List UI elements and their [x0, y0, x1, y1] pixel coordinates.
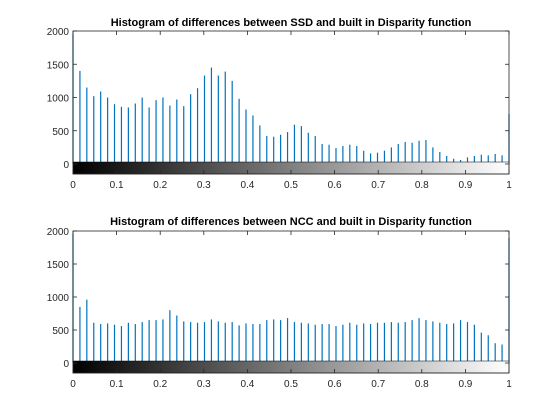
ssd-x-tick-label: 0.7	[371, 180, 385, 191]
ncc-x-tick-label: 0.4	[240, 379, 254, 390]
ncc-x-tick-label: 0	[70, 379, 76, 390]
ncc-x-tick-label: 1	[506, 379, 512, 390]
ssd-y-tick-label: 1500	[47, 60, 70, 71]
ssd-x-tick-label: 0.8	[415, 180, 429, 191]
ssd-x-tick-label: 0.3	[197, 180, 211, 191]
ssd-x-ticks: 0 0.1 0.2 0.3 0.4 0.5 0.6 0.7 0.8 0.9 1	[70, 31, 512, 191]
ssd-histogram-title: Histogram of differences between SSD and…	[111, 17, 472, 29]
ncc-histogram-title: Histogram of differences between NCC and…	[110, 216, 472, 228]
ssd-histogram-bars	[72, 34, 510, 164]
ncc-histogram-bars	[72, 234, 510, 363]
ssd-x-tick-label: 0.2	[153, 180, 167, 191]
ncc-y-ticks: 0 500 1000 1500 2000	[47, 227, 509, 370]
ncc-histogram-axes: Histogram of differences between NCC and…	[47, 216, 512, 390]
ssd-y-tick-label: 0	[63, 160, 69, 171]
ncc-x-tick-label: 0.2	[153, 379, 167, 390]
ncc-x-tick-label: 0.9	[458, 379, 472, 390]
ncc-x-tick-label: 0.6	[328, 379, 342, 390]
ssd-x-tick-label: 0.6	[328, 180, 342, 191]
ncc-x-ticks: 0 0.1 0.2 0.3 0.4 0.5 0.6 0.7 0.8 0.9 1	[70, 231, 512, 390]
ssd-y-tick-label: 1000	[47, 94, 70, 105]
ncc-x-tick-label: 0.8	[415, 379, 429, 390]
ncc-x-tick-label: 0.3	[197, 379, 211, 390]
ssd-plot-frame	[72, 30, 510, 175]
ncc-y-tick-label: 1000	[47, 293, 70, 304]
ncc-x-tick-label: 0.7	[371, 379, 385, 390]
ncc-plot-frame	[72, 230, 510, 374]
ssd-x-tick-label: 0.9	[458, 180, 472, 191]
ncc-y-tick-label: 500	[52, 326, 69, 337]
ssd-y-ticks: 0 500 1000 1500 2000	[47, 27, 509, 171]
ssd-x-tick-label: 0.5	[284, 180, 298, 191]
ssd-y-tick-label: 2000	[47, 27, 70, 38]
ncc-y-tick-label: 0	[63, 359, 69, 370]
ncc-y-tick-label: 1500	[47, 260, 70, 271]
ssd-x-tick-label: 1	[506, 180, 512, 191]
ssd-y-tick-label: 500	[52, 127, 69, 138]
ssd-histogram-axes: Histogram of differences between SSD and…	[47, 17, 512, 191]
ncc-x-tick-label: 0.1	[110, 379, 124, 390]
ssd-x-tick-label: 0	[70, 180, 76, 191]
ncc-y-tick-label: 2000	[47, 227, 70, 238]
ssd-x-tick-label: 0.1	[110, 180, 124, 191]
ssd-x-tick-label: 0.4	[240, 180, 254, 191]
ncc-x-tick-label: 0.5	[284, 379, 298, 390]
